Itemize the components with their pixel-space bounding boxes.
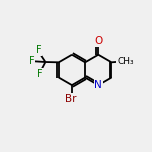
Text: CH₃: CH₃ [117, 57, 134, 66]
Text: Br: Br [66, 94, 77, 104]
Text: F: F [29, 56, 34, 66]
Text: N: N [94, 80, 102, 90]
Text: F: F [37, 69, 43, 79]
Text: O: O [94, 36, 102, 47]
Text: F: F [36, 45, 41, 55]
